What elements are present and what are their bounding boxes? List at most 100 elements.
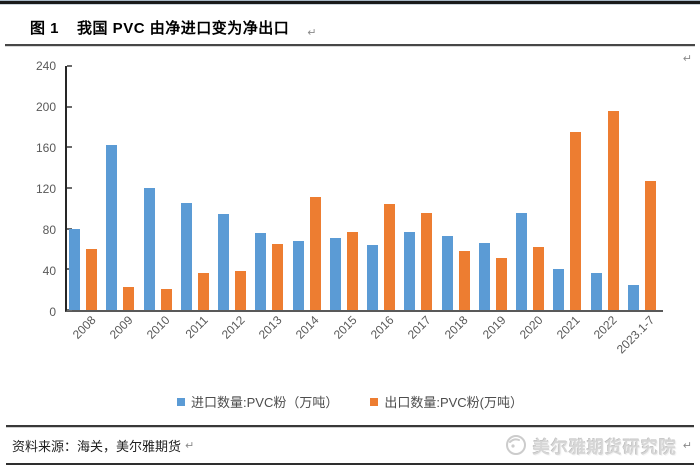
x-axis-tick-label: 2022 [591,313,621,342]
y-axis-tick-label: 120 [35,182,56,196]
bar-2022 [607,110,619,310]
logo-text: 美尔雅期货研究院 [532,437,677,457]
bar-2022 [590,273,602,310]
bar-2020 [533,246,544,310]
x-axis-tick-label: 2017 [404,313,434,342]
x-axis-tick-label: 2019 [479,313,509,342]
bar-2010 [143,188,155,310]
bar-2017 [421,213,433,310]
x-axis-tick-label: 2008 [69,313,99,342]
title-separator [5,44,695,46]
bar-2019 [478,242,490,310]
bar-group-2021: 2021 [551,66,588,342]
mys-logo-icon [505,435,526,455]
bar-2012 [218,214,229,310]
y-axis-tick-mark [67,146,72,149]
y-axis-tick-label: 40 [42,264,56,278]
figure-header: 图 1 我国 PVC 由净进口变为净出口 ↵ [0,4,700,44]
bar-2009 [123,286,135,310]
x-axis-tick-label: 2016 [367,313,397,342]
bar-group-2017: 2017 [402,66,439,342]
bar-group-2023.1-7: 2023.1-7 [614,66,663,356]
return-mark-icon: ↵ [682,53,692,65]
bar-2009 [106,145,118,310]
bar-chart: 2008 2009 2010 2011 2012 2013 2014 2015 2016 2017… [0,46,700,425]
bar-group-2022: 2022 [589,66,626,342]
legend-entry-export: 出口数量:PVC粉(万吨） [370,392,523,411]
bar-2020 [516,213,527,310]
x-axis-tick-label: 2015 [330,313,360,342]
bar-2010 [160,288,172,310]
legend-entry-import: 进口数量:PVC粉（万吨） [176,392,339,411]
bar-2015 [346,231,358,310]
y-axis-tick-label: 240 [35,59,56,73]
bar-group-2018: 2018 [440,66,477,342]
bar-2021 [570,132,582,310]
return-mark-icon: ↵ [682,439,692,452]
company-logo: 美尔雅期货研究院 ↵ [505,433,692,458]
footer-separator-bottom [6,463,694,465]
bar-group-2015: 2015 [328,66,365,342]
bar-group-2013: 2013 [253,66,290,342]
x-axis-tick-label: 2009 [106,313,136,342]
import-series-swatch [176,397,185,406]
bar-2012 [235,271,246,310]
figure-label: 图 1 [30,20,60,37]
x-axis-tick-label: 2014 [293,313,323,342]
bar-2011 [180,203,192,310]
bar-2013 [272,243,284,310]
bar-2015 [329,237,341,310]
bar-2011 [197,273,209,310]
bar-2017 [404,231,416,310]
bar-2016 [384,204,395,310]
source-line: 资料来源：海关，美尔雅期货 ↵ [12,436,194,455]
bar-group-2010: 2010 [142,66,179,342]
bar-2014 [292,240,304,310]
x-axis-tick-label: 2013 [255,313,285,342]
bar-group-2014: 2014 [291,66,328,342]
legend-label-import: 进口数量:PVC粉（万吨） [190,395,339,410]
bar-2023.1-7 [644,180,656,310]
y-axis-tick-mark [67,309,72,311]
bar-2018 [441,235,453,310]
bar-2019 [495,258,507,310]
export-series-swatch [370,397,379,406]
x-axis-tick-label: 2012 [218,313,248,342]
bar-group-2016: 2016 [365,66,402,342]
x-axis-tick-label: 2021 [553,313,583,342]
bar-group-2012: 2012 [216,66,253,342]
page-top-border [0,1,700,4]
bar-2018 [458,251,470,310]
return-mark-icon: ↵ [185,439,195,452]
bar-2021 [553,269,565,310]
bar-2023.1-7 [627,284,639,310]
x-axis-tick-label: 2018 [442,313,472,342]
y-axis-tick-label: 0 [49,305,56,319]
bar-group-2011: 2011 [179,66,216,341]
bar-2008 [69,228,80,310]
footer: 资料来源：海关，美尔雅期货 ↵ 美尔雅期货研究院 ↵ [0,427,700,463]
y-axis-tick-label: 200 [35,100,56,114]
legend-label-export: 出口数量:PVC粉(万吨） [384,395,523,410]
plot-area: 2008 2009 2010 2011 2012 2013 2014 2015 2016 2017… [65,65,663,356]
bar-group-2009: 2009 [104,66,141,342]
y-axis-tick-mark [67,65,72,67]
bar-2016 [367,244,378,310]
chart-legend: 进口数量:PVC粉（万吨） 出口数量:PVC粉(万吨） [0,392,700,411]
bar-2008 [86,249,97,310]
bar-group-2020: 2020 [514,66,551,342]
bar-group-2019: 2019 [477,66,514,342]
bar-2013 [255,232,267,310]
x-axis-tick-label: 2011 [182,313,211,342]
figure-title: 我国 PVC 由净进口变为净出口 [77,20,290,37]
footer-separator-top [6,425,694,427]
x-axis-tick-label: 2020 [516,313,546,342]
y-axis-tick-label: 160 [35,141,56,155]
return-mark-icon: ↵ [307,27,317,39]
bar-group-2008: 2008 [67,66,104,342]
x-axis-tick-label: 2023.1-7 [613,313,658,357]
y-axis-tick-mark [67,105,72,108]
x-axis-tick-label: 2010 [144,313,174,342]
y-axis-tick-label: 80 [42,223,56,237]
y-axis-tick-mark [67,187,72,189]
